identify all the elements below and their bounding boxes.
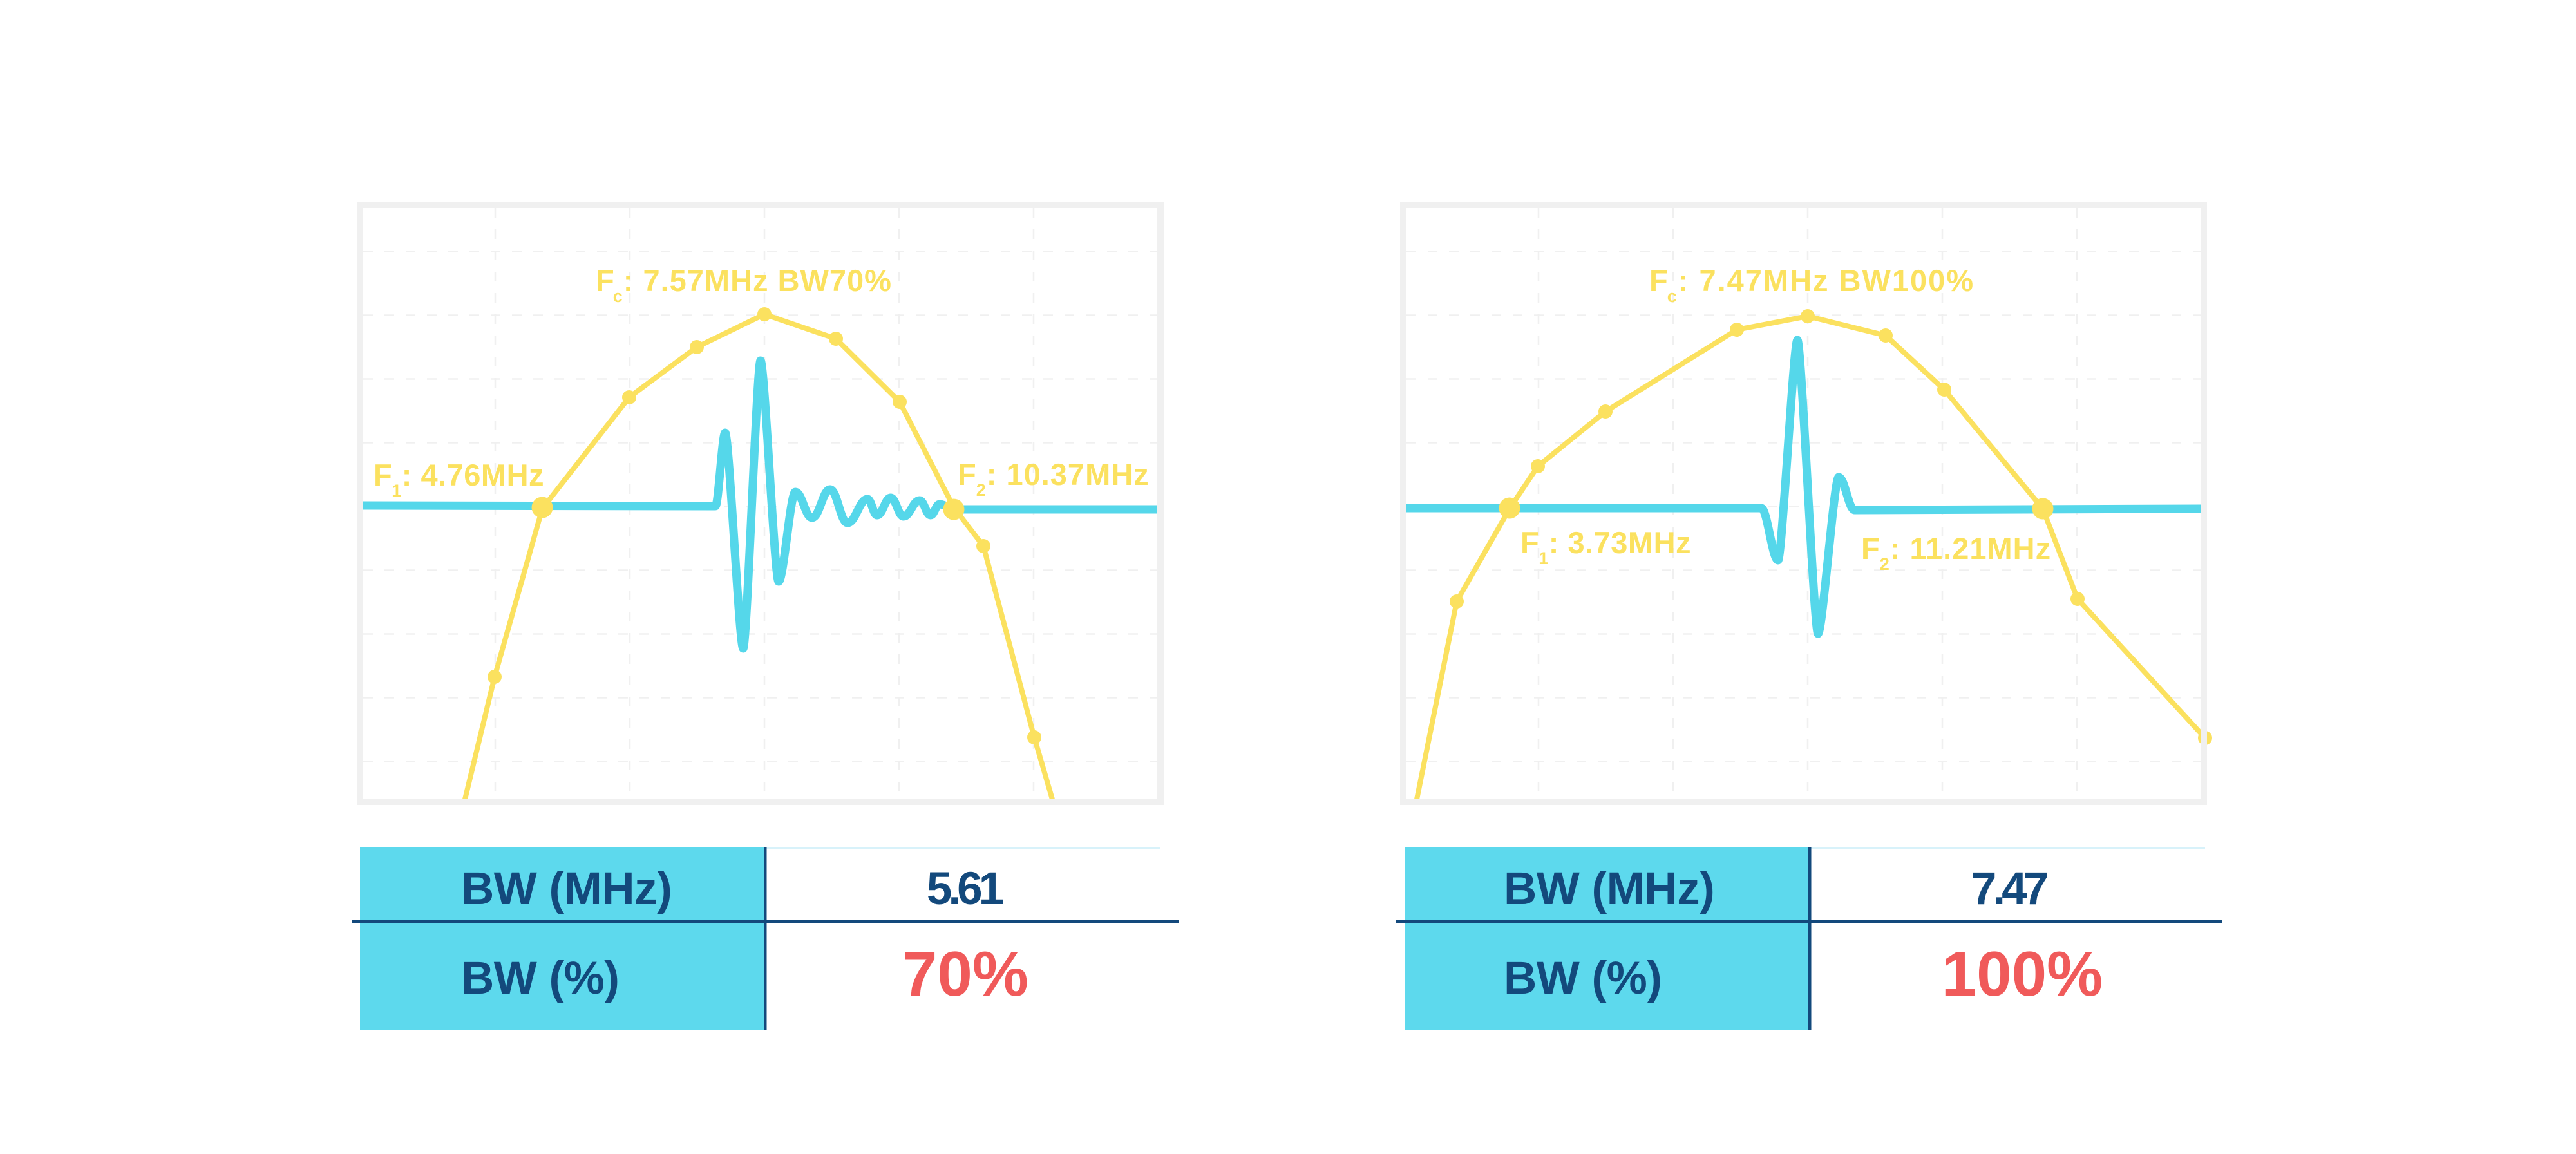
svg-text:F1: 4.76MHz: F1: 4.76MHz [374,458,544,500]
svg-text:Fc: 7.57MHz BW70%: Fc: 7.57MHz BW70% [596,263,892,306]
svg-text:BW (%): BW (%) [1504,953,1662,1004]
svg-text:Fc: 7.47MHz BW100%: Fc: 7.47MHz BW100% [1649,263,1975,306]
svg-text:BW (MHz): BW (MHz) [461,864,672,914]
svg-text:F2: 11.21MHz: F2: 11.21MHz [1861,531,2051,574]
svg-text:BW (%): BW (%) [461,953,619,1004]
svg-text:F2: 10.37MHz: F2: 10.37MHz [958,457,1150,500]
svg-text:7.47: 7.47 [1971,864,2047,914]
svg-text:BW (MHz): BW (MHz) [1504,864,1714,914]
svg-text:70%: 70% [902,938,1028,1009]
svg-text:F1: 3.73MHz: F1: 3.73MHz [1520,525,1691,568]
svg-text:5.61: 5.61 [927,864,1003,914]
svg-text:100%: 100% [1942,938,2103,1009]
